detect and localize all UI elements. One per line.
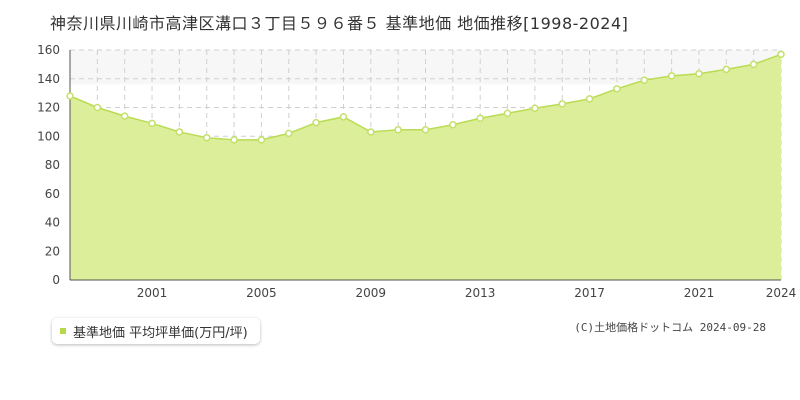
y-tick-label: 120 — [37, 101, 60, 115]
x-tick-label: 2021 — [684, 286, 715, 300]
data-point — [339, 113, 348, 121]
x-tick-label: 2013 — [465, 286, 496, 300]
data-point — [120, 112, 129, 120]
data-point — [312, 118, 320, 127]
y-tick-label: 80 — [45, 158, 60, 172]
legend: 基準地価 平均坪単価(万円/坪) — [52, 318, 260, 344]
data-point — [503, 109, 512, 117]
chart-title: 神奈川県川崎市高津区溝口３丁目５９６番５ 基準地価 地価推移[1998-2024… — [50, 14, 629, 33]
data-point — [449, 121, 457, 129]
y-tick-labels: 0 20 40 60 80 100 120 140 160 — [37, 43, 60, 287]
data-point — [93, 103, 102, 112]
y-tick-label: 100 — [37, 129, 60, 143]
y-tick-label: 60 — [45, 187, 60, 201]
data-point — [695, 69, 703, 78]
data-point — [202, 133, 211, 142]
data-point — [367, 128, 375, 136]
data-point — [531, 104, 539, 112]
y-tick-label: 20 — [45, 244, 60, 258]
y-tick-label: 160 — [37, 43, 60, 57]
data-point — [613, 85, 621, 93]
data-point — [558, 100, 566, 108]
legend-label: 基準地価 平均坪単価(万円/坪) — [73, 325, 248, 341]
data-point — [175, 128, 184, 136]
y-tick-label: 40 — [45, 216, 60, 230]
series-area — [70, 54, 781, 280]
data-point — [476, 114, 484, 123]
data-point — [257, 136, 266, 144]
data-point — [585, 95, 594, 103]
data-point — [749, 60, 758, 69]
axes — [69, 50, 781, 281]
x-tick-label: 2001 — [137, 286, 168, 300]
data-points — [66, 50, 785, 144]
legend-swatch — [60, 328, 66, 334]
data-point — [148, 119, 156, 128]
data-point — [394, 126, 402, 134]
y-tick-label: 140 — [37, 72, 60, 86]
x-tick-label: 2005 — [246, 286, 277, 300]
x-tick-label: 2017 — [574, 286, 605, 300]
credit-text: (C)土地価格ドットコム 2024-09-28 — [574, 321, 766, 334]
x-tick-labels: 2001 2005 2009 2013 2017 2021 2024 — [137, 286, 797, 300]
data-point — [285, 129, 293, 138]
data-point — [640, 76, 649, 84]
data-point — [421, 126, 430, 134]
y-tick-label: 0 — [52, 273, 60, 287]
data-point — [722, 65, 731, 74]
data-point — [230, 136, 238, 144]
x-tick-label: 2024 — [766, 286, 797, 300]
data-point — [667, 72, 676, 80]
x-tick-label: 2009 — [356, 286, 387, 300]
data-point — [777, 50, 785, 59]
data-point — [66, 92, 74, 100]
